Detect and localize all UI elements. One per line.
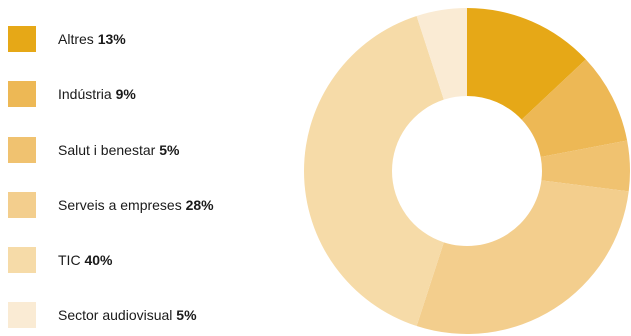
donut-slice-serveis-a-empreses (416, 180, 629, 334)
legend-item-industria: Indústria 9% (8, 81, 136, 107)
legend-item-serveis: Serveis a empreses 28% (8, 192, 214, 218)
legend-item-salut: Salut i benestar 5% (8, 137, 179, 163)
legend-label: Serveis a empreses 28% (58, 197, 214, 213)
legend-item-altres: Altres 13% (8, 26, 126, 52)
legend-swatch (8, 302, 36, 328)
donut-slice-sector-audiovisual (416, 8, 467, 100)
legend-label: TIC 40% (58, 252, 113, 268)
donut-slice-ind-stria (521, 59, 628, 157)
legend-label: Sector audiovisual 5% (58, 307, 197, 323)
legend-swatch (8, 137, 36, 163)
legend-swatch (8, 192, 36, 218)
legend-label: Indústria 9% (58, 86, 136, 102)
legend-item-audiovisual: Sector audiovisual 5% (8, 302, 197, 328)
legend-label: Altres 13% (58, 31, 126, 47)
legend-item-tic: TIC 40% (8, 247, 112, 273)
donut-slice-salut-i-benestar (540, 140, 630, 192)
legend-swatch (8, 247, 36, 273)
donut-slice-altres (467, 8, 586, 120)
legend-swatch (8, 81, 36, 107)
donut-slice-tic (304, 15, 444, 327)
legend-label: Salut i benestar 5% (58, 142, 180, 158)
legend-swatch (8, 26, 36, 52)
